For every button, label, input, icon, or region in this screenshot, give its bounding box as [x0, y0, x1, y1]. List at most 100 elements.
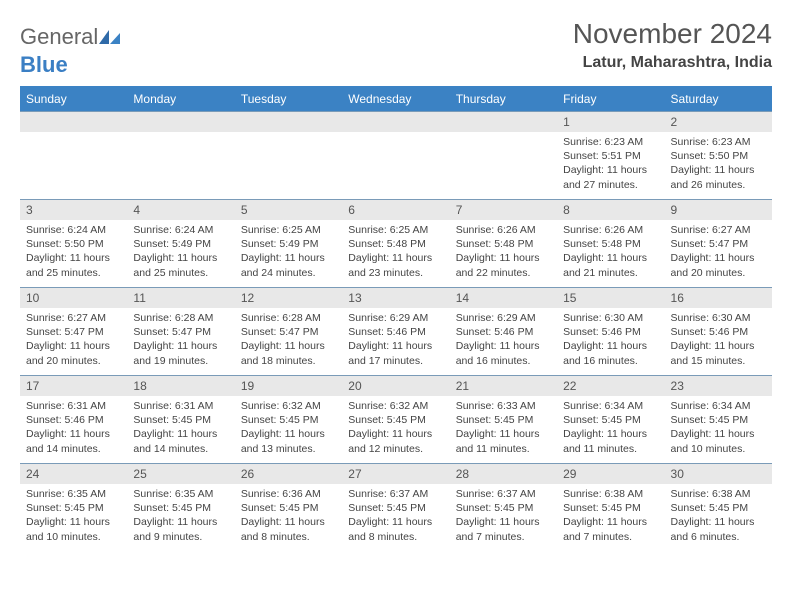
- day-body: [450, 132, 557, 139]
- logo: General Blue: [20, 18, 121, 78]
- weekday-header: Tuesday: [235, 87, 342, 112]
- day-body: Sunrise: 6:37 AMSunset: 5:45 PMDaylight:…: [342, 484, 449, 548]
- day-number: 16: [665, 288, 772, 308]
- day-number: 26: [235, 464, 342, 484]
- day-number: 19: [235, 376, 342, 396]
- calendar-cell: 20Sunrise: 6:32 AMSunset: 5:45 PMDayligh…: [342, 376, 449, 464]
- day-number: 28: [450, 464, 557, 484]
- calendar-cell: 10Sunrise: 6:27 AMSunset: 5:47 PMDayligh…: [20, 288, 127, 376]
- calendar-cell: 1Sunrise: 6:23 AMSunset: 5:51 PMDaylight…: [557, 112, 664, 200]
- calendar-cell: 5Sunrise: 6:25 AMSunset: 5:49 PMDaylight…: [235, 200, 342, 288]
- calendar-cell: 6Sunrise: 6:25 AMSunset: 5:48 PMDaylight…: [342, 200, 449, 288]
- calendar-cell: 15Sunrise: 6:30 AMSunset: 5:46 PMDayligh…: [557, 288, 664, 376]
- calendar-cell: 25Sunrise: 6:35 AMSunset: 5:45 PMDayligh…: [127, 464, 234, 552]
- calendar-cell: 29Sunrise: 6:38 AMSunset: 5:45 PMDayligh…: [557, 464, 664, 552]
- calendar-cell: 7Sunrise: 6:26 AMSunset: 5:48 PMDaylight…: [450, 200, 557, 288]
- day-number: 17: [20, 376, 127, 396]
- day-number: 10: [20, 288, 127, 308]
- day-body: Sunrise: 6:26 AMSunset: 5:48 PMDaylight:…: [557, 220, 664, 284]
- day-body: Sunrise: 6:34 AMSunset: 5:45 PMDaylight:…: [665, 396, 772, 460]
- day-number: 15: [557, 288, 664, 308]
- day-number: 12: [235, 288, 342, 308]
- day-number: 1: [557, 112, 664, 132]
- day-number: 23: [665, 376, 772, 396]
- calendar-cell: 8Sunrise: 6:26 AMSunset: 5:48 PMDaylight…: [557, 200, 664, 288]
- location: Latur, Maharashtra, India: [573, 54, 772, 72]
- day-body: Sunrise: 6:31 AMSunset: 5:46 PMDaylight:…: [20, 396, 127, 460]
- month-title: November 2024: [573, 18, 772, 50]
- day-number: 9: [665, 200, 772, 220]
- day-number: [20, 112, 127, 132]
- day-body: Sunrise: 6:31 AMSunset: 5:45 PMDaylight:…: [127, 396, 234, 460]
- day-body: Sunrise: 6:24 AMSunset: 5:49 PMDaylight:…: [127, 220, 234, 284]
- day-number: 3: [20, 200, 127, 220]
- day-body: Sunrise: 6:27 AMSunset: 5:47 PMDaylight:…: [20, 308, 127, 372]
- calendar-cell: 2Sunrise: 6:23 AMSunset: 5:50 PMDaylight…: [665, 112, 772, 200]
- day-number: 25: [127, 464, 234, 484]
- day-body: Sunrise: 6:24 AMSunset: 5:50 PMDaylight:…: [20, 220, 127, 284]
- day-body: Sunrise: 6:28 AMSunset: 5:47 PMDaylight:…: [127, 308, 234, 372]
- calendar-cell: 12Sunrise: 6:28 AMSunset: 5:47 PMDayligh…: [235, 288, 342, 376]
- day-body: Sunrise: 6:29 AMSunset: 5:46 PMDaylight:…: [342, 308, 449, 372]
- day-body: Sunrise: 6:33 AMSunset: 5:45 PMDaylight:…: [450, 396, 557, 460]
- day-body: [127, 132, 234, 139]
- calendar-row: 1Sunrise: 6:23 AMSunset: 5:51 PMDaylight…: [20, 112, 772, 200]
- calendar-cell: 27Sunrise: 6:37 AMSunset: 5:45 PMDayligh…: [342, 464, 449, 552]
- day-body: Sunrise: 6:32 AMSunset: 5:45 PMDaylight:…: [342, 396, 449, 460]
- calendar-row: 10Sunrise: 6:27 AMSunset: 5:47 PMDayligh…: [20, 288, 772, 376]
- day-number: 6: [342, 200, 449, 220]
- calendar-row: 3Sunrise: 6:24 AMSunset: 5:50 PMDaylight…: [20, 200, 772, 288]
- calendar-cell: 24Sunrise: 6:35 AMSunset: 5:45 PMDayligh…: [20, 464, 127, 552]
- calendar-cell: 3Sunrise: 6:24 AMSunset: 5:50 PMDaylight…: [20, 200, 127, 288]
- day-body: Sunrise: 6:26 AMSunset: 5:48 PMDaylight:…: [450, 220, 557, 284]
- day-number: [235, 112, 342, 132]
- day-body: Sunrise: 6:23 AMSunset: 5:51 PMDaylight:…: [557, 132, 664, 196]
- logo-word1: General: [20, 24, 98, 49]
- calendar-cell: 16Sunrise: 6:30 AMSunset: 5:46 PMDayligh…: [665, 288, 772, 376]
- day-body: Sunrise: 6:30 AMSunset: 5:46 PMDaylight:…: [665, 308, 772, 372]
- day-number: 4: [127, 200, 234, 220]
- calendar-cell: [20, 112, 127, 200]
- day-number: 14: [450, 288, 557, 308]
- day-number: 13: [342, 288, 449, 308]
- day-number: [450, 112, 557, 132]
- calendar-cell: 23Sunrise: 6:34 AMSunset: 5:45 PMDayligh…: [665, 376, 772, 464]
- day-body: Sunrise: 6:37 AMSunset: 5:45 PMDaylight:…: [450, 484, 557, 548]
- day-body: Sunrise: 6:35 AMSunset: 5:45 PMDaylight:…: [127, 484, 234, 548]
- day-body: Sunrise: 6:36 AMSunset: 5:45 PMDaylight:…: [235, 484, 342, 548]
- calendar-cell: 22Sunrise: 6:34 AMSunset: 5:45 PMDayligh…: [557, 376, 664, 464]
- day-body: Sunrise: 6:27 AMSunset: 5:47 PMDaylight:…: [665, 220, 772, 284]
- day-number: 21: [450, 376, 557, 396]
- calendar-cell: 4Sunrise: 6:24 AMSunset: 5:49 PMDaylight…: [127, 200, 234, 288]
- day-body: [20, 132, 127, 139]
- header: General Blue November 2024 Latur, Mahara…: [20, 18, 772, 78]
- day-number: 18: [127, 376, 234, 396]
- day-body: Sunrise: 6:34 AMSunset: 5:45 PMDaylight:…: [557, 396, 664, 460]
- day-number: 30: [665, 464, 772, 484]
- calendar-row: 24Sunrise: 6:35 AMSunset: 5:45 PMDayligh…: [20, 464, 772, 552]
- calendar-cell: [235, 112, 342, 200]
- day-body: Sunrise: 6:28 AMSunset: 5:47 PMDaylight:…: [235, 308, 342, 372]
- day-body: Sunrise: 6:38 AMSunset: 5:45 PMDaylight:…: [665, 484, 772, 548]
- day-number: [127, 112, 234, 132]
- title-block: November 2024 Latur, Maharashtra, India: [573, 18, 772, 72]
- weekday-header: Saturday: [665, 87, 772, 112]
- day-body: Sunrise: 6:32 AMSunset: 5:45 PMDaylight:…: [235, 396, 342, 460]
- day-body: [235, 132, 342, 139]
- weekday-header: Friday: [557, 87, 664, 112]
- day-body: Sunrise: 6:38 AMSunset: 5:45 PMDaylight:…: [557, 484, 664, 548]
- day-number: 27: [342, 464, 449, 484]
- day-number: 7: [450, 200, 557, 220]
- logo-text: General Blue: [20, 24, 121, 78]
- day-body: Sunrise: 6:25 AMSunset: 5:48 PMDaylight:…: [342, 220, 449, 284]
- logo-word2: Blue: [20, 52, 68, 77]
- day-body: [342, 132, 449, 139]
- weekday-header: Thursday: [450, 87, 557, 112]
- calendar-cell: 26Sunrise: 6:36 AMSunset: 5:45 PMDayligh…: [235, 464, 342, 552]
- day-number: 29: [557, 464, 664, 484]
- day-number: 2: [665, 112, 772, 132]
- weekday-header: Sunday: [20, 87, 127, 112]
- calendar-cell: 9Sunrise: 6:27 AMSunset: 5:47 PMDaylight…: [665, 200, 772, 288]
- calendar-row: 17Sunrise: 6:31 AMSunset: 5:46 PMDayligh…: [20, 376, 772, 464]
- day-number: [342, 112, 449, 132]
